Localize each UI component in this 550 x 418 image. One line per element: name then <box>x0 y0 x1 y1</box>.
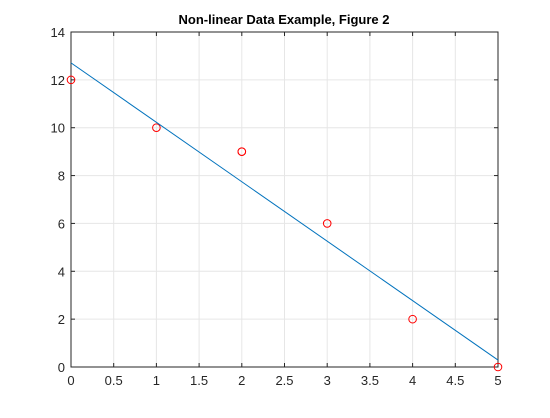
x-tick-label: 2 <box>238 373 245 388</box>
data-point <box>493 362 503 372</box>
y-tick-label: 0 <box>58 360 65 375</box>
data-point <box>237 147 247 156</box>
data-point <box>152 123 161 133</box>
data-point <box>322 219 332 228</box>
y-tick-label: 10 <box>51 121 65 136</box>
chart-title: Non-linear Data Example, Figure 2 <box>179 12 390 27</box>
x-tick-label: 1.5 <box>190 373 208 388</box>
y-tick-label: 6 <box>58 216 65 231</box>
y-tick-label: 14 <box>51 25 65 40</box>
x-tick-label: 2.5 <box>275 373 293 388</box>
x-tick-label: 3 <box>324 373 331 388</box>
fit-line <box>70 62 499 361</box>
x-tick-label: 1 <box>153 373 160 388</box>
y-tick-label: 4 <box>58 264 65 279</box>
data-point <box>66 75 76 85</box>
y-tick-label: 12 <box>51 73 65 88</box>
series-layer <box>66 62 503 372</box>
x-tick-label: 0.5 <box>105 373 123 388</box>
y-tick-label: 8 <box>58 169 65 184</box>
x-tick-label: 0 <box>67 373 74 388</box>
tick-label-layer: 0 0.5 1 1.5 2 2.5 3 3.5 4 4.5 5 0 2 4 6 8 10 12 14 <box>51 25 502 388</box>
x-tick-label: 5 <box>494 373 501 388</box>
x-tick-label: 4.5 <box>446 373 464 388</box>
y-tick-label: 2 <box>58 312 65 327</box>
x-tick-label: 4 <box>409 373 416 388</box>
axes-layer <box>70 31 499 368</box>
data-point <box>408 314 417 324</box>
x-tick-label: 3.5 <box>361 373 379 388</box>
